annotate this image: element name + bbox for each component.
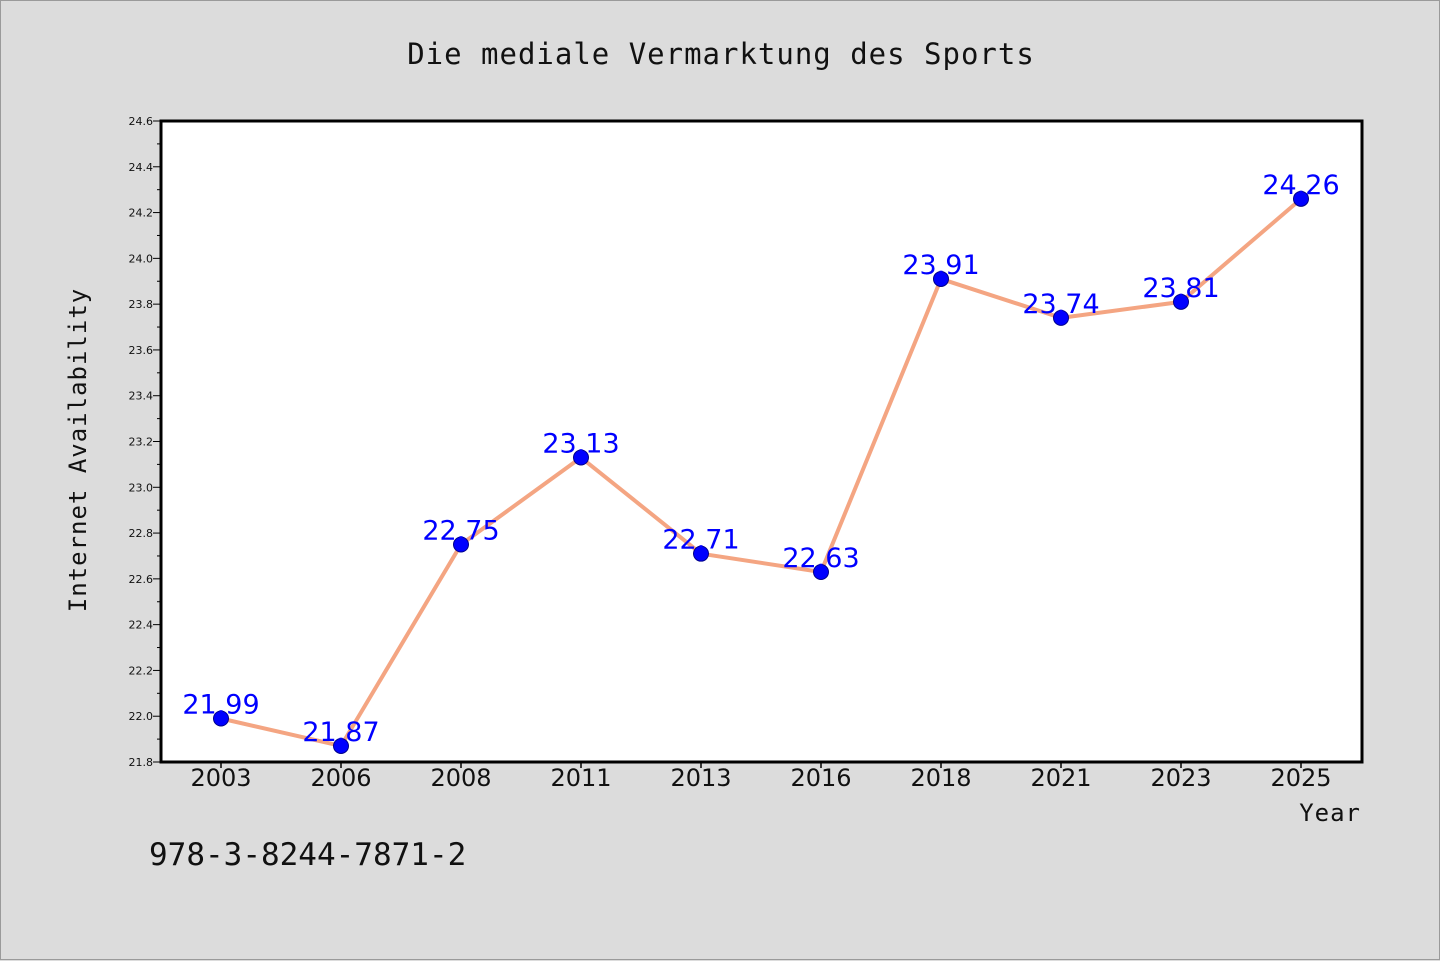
data-labels: 21.99 21.87 22.75 23.13 22.71 22.63 23.91 23.74… xyxy=(182,170,1339,748)
data-label: 22.63 xyxy=(782,543,859,574)
data-label: 21.87 xyxy=(302,717,379,748)
y-tick-label: 23.0 xyxy=(129,481,154,494)
data-point xyxy=(693,545,709,562)
data-markers xyxy=(213,190,1309,754)
x-tick-label: 2016 xyxy=(790,764,851,792)
x-tick-label: 2018 xyxy=(910,764,971,792)
x-tick-label: 2003 xyxy=(190,764,251,792)
x-axis-ticks: 2003 2006 2008 2011 2013 2016 2018 2021 2023 2025 xyxy=(190,762,1332,792)
y-tick-label: 22.4 xyxy=(129,619,154,632)
x-tick-label: 2008 xyxy=(430,764,491,792)
data-point xyxy=(1293,190,1309,207)
data-label: 22.75 xyxy=(422,516,499,547)
data-point xyxy=(213,710,229,727)
x-tick-label: 2006 xyxy=(310,764,371,792)
y-tick-label: 21.8 xyxy=(129,756,154,769)
data-label: 23.74 xyxy=(1022,289,1099,320)
y-tick-label: 24.4 xyxy=(129,161,154,174)
data-point xyxy=(453,536,469,553)
x-axis-label: Year xyxy=(1299,799,1361,827)
y-tick-label: 23.2 xyxy=(129,436,154,449)
data-point xyxy=(813,563,829,580)
data-label: 22.71 xyxy=(662,525,739,556)
x-tick-label: 2021 xyxy=(1030,764,1091,792)
y-tick-label: 23.4 xyxy=(129,390,154,403)
data-point xyxy=(573,449,589,466)
data-label: 24.26 xyxy=(1262,170,1339,201)
data-label: 21.99 xyxy=(182,690,259,721)
y-tick-label: 22.0 xyxy=(129,710,154,723)
y-tick-label: 24.2 xyxy=(129,207,154,220)
y-tick-label: 24.6 xyxy=(129,115,154,128)
data-label: 23.91 xyxy=(902,250,979,281)
data-point xyxy=(1053,309,1069,326)
data-label: 23.81 xyxy=(1142,273,1219,304)
data-label: 23.13 xyxy=(542,429,619,460)
chart-title: Die mediale Vermarktung des Sports xyxy=(407,37,1035,71)
y-tick-label: 23.8 xyxy=(129,298,154,311)
y-tick-label: 22.2 xyxy=(129,664,154,677)
isbn-text: 978-3-8244-7871-2 xyxy=(149,837,466,873)
x-tick-label: 2011 xyxy=(550,764,611,792)
x-tick-label: 2025 xyxy=(1270,764,1331,792)
x-tick-label: 2013 xyxy=(670,764,731,792)
y-tick-label: 22.6 xyxy=(129,573,154,586)
data-point xyxy=(333,737,349,754)
data-point xyxy=(933,270,949,287)
y-axis-ticks: 21.8 22.0 22.2 22.4 22.6 22.8 23.0 23.2 23.4 23.6… xyxy=(129,115,161,769)
y-tick-label: 23.6 xyxy=(129,344,154,357)
data-point xyxy=(1173,293,1189,310)
plot-area xyxy=(159,119,1364,764)
series-line xyxy=(220,197,1303,748)
y-axis-label: Internet Availability xyxy=(64,288,92,612)
y-tick-label: 22.8 xyxy=(129,527,154,540)
y-tick-label: 24.0 xyxy=(129,252,154,265)
x-tick-label: 2023 xyxy=(1150,764,1211,792)
